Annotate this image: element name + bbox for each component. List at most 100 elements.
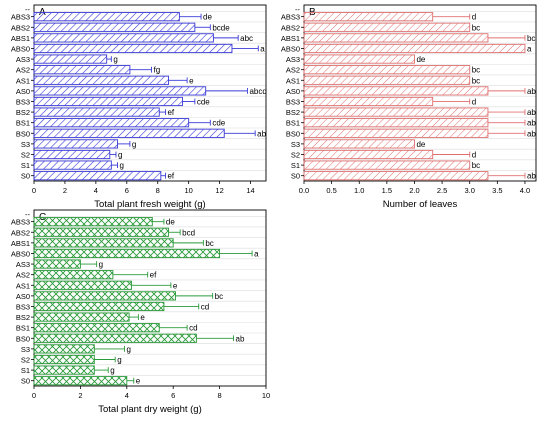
bar-bs0 [33, 128, 225, 138]
x-tick-label: 6 [125, 186, 129, 195]
bar-as3 [33, 54, 108, 64]
bar-bs3 [33, 96, 183, 107]
bar-bs2 [33, 107, 160, 117]
x-tick-label: 4.0 [520, 186, 530, 195]
bar-as0 [33, 291, 176, 301]
y-tick-label: AS1 [16, 281, 30, 290]
y-tick-label: S0 [21, 172, 30, 181]
y-tick-label: -- [25, 210, 30, 219]
x-tick-label: 4 [125, 391, 129, 400]
y-tick-label: -- [25, 5, 30, 14]
significance-label: g [113, 55, 117, 64]
significance-label: de [203, 13, 212, 22]
significance-label: bc [472, 76, 480, 85]
x-tick-label: 1.0 [354, 186, 364, 195]
bar-s3 [33, 139, 118, 149]
significance-label: g [99, 260, 103, 269]
y-tick-label: ABS2 [281, 23, 300, 32]
significance-label: ab [257, 129, 266, 138]
significance-label: e [140, 313, 145, 322]
y-tick-label: ABS3 [11, 13, 30, 22]
significance-label: a [527, 44, 532, 53]
chart-panel-a: A--deABS3bcdeABS2abcABS1aABS0gAS3fgAS2eA… [11, 4, 267, 210]
x-tick-label: 1.5 [382, 186, 392, 195]
y-tick-label: S3 [291, 140, 300, 149]
bar-as2 [33, 270, 114, 280]
x-tick-label: 3.0 [464, 186, 474, 195]
bar-bs3 [33, 301, 165, 312]
significance-label: g [120, 161, 124, 170]
significance-label: d [472, 13, 476, 22]
significance-label: ef [167, 172, 174, 181]
y-tick-label: BS0 [16, 129, 30, 138]
y-tick-label: AS3 [286, 55, 300, 64]
y-tick-label: S1 [291, 161, 300, 170]
bar-abs2 [33, 227, 170, 237]
x-tick-label: 2 [63, 186, 67, 195]
y-tick-label: -- [295, 5, 300, 14]
x-tick-label: 4 [94, 186, 98, 195]
significance-label: g [118, 150, 122, 159]
bar-s1 [303, 160, 471, 170]
y-tick-label: S2 [21, 355, 30, 364]
significance-label: ab [527, 119, 536, 128]
bar-bs1 [33, 323, 160, 333]
y-tick-label: BS1 [286, 119, 300, 128]
y-tick-label: AS3 [16, 55, 30, 64]
significance-label: e [173, 281, 178, 290]
y-tick-label: BS0 [286, 129, 300, 138]
x-tick-label: 6 [171, 391, 175, 400]
significance-label: bcd [182, 228, 195, 237]
bar-abs1 [33, 33, 214, 43]
bar-abs1 [303, 33, 489, 43]
significance-label: abcd [249, 87, 266, 96]
x-tick-label: 10 [262, 391, 270, 400]
significance-label: g [110, 366, 114, 375]
x-tick-label: 8 [156, 186, 160, 195]
bar-as1 [303, 75, 471, 85]
significance-label: cde [197, 97, 210, 106]
bar-abs2 [303, 22, 471, 32]
x-tick-label: 0 [32, 186, 36, 195]
bar-as1 [33, 280, 132, 290]
bar-as0 [303, 86, 489, 96]
significance-label: g [132, 140, 136, 149]
significance-label: fg [154, 66, 161, 75]
y-tick-label: S3 [21, 345, 30, 354]
significance-label: de [166, 218, 175, 227]
y-tick-label: BS3 [286, 97, 300, 106]
y-tick-label: AS0 [16, 292, 30, 301]
y-tick-label: S3 [21, 140, 30, 149]
bar-abs3 [33, 12, 180, 22]
x-tick-label: 3.5 [492, 186, 502, 195]
significance-label: ef [150, 271, 157, 280]
bar-as0 [33, 86, 207, 96]
significance-label: d [472, 150, 476, 159]
bar-as3 [33, 259, 81, 269]
y-tick-label: BS3 [16, 97, 30, 106]
bar-s0 [33, 376, 128, 386]
y-tick-label: ABS1 [11, 239, 30, 248]
x-tick-label: 0 [32, 391, 36, 400]
y-tick-label: BS1 [16, 324, 30, 333]
significance-label: bcde [212, 23, 230, 32]
y-tick-label: AS1 [286, 76, 300, 85]
significance-label: a [260, 44, 265, 53]
x-axis-label: Total plant fresh weight (g) [94, 199, 205, 210]
bar-bs1 [303, 118, 489, 128]
x-axis-label: Number of leaves [383, 199, 458, 210]
y-tick-label: S1 [21, 161, 30, 170]
significance-label: ab [527, 172, 536, 181]
bar-bs1 [33, 118, 190, 128]
x-tick-label: 14 [246, 186, 254, 195]
significance-label: bc [472, 23, 480, 32]
x-tick-label: 10 [184, 186, 192, 195]
bar-as1 [33, 75, 170, 85]
y-tick-label: BS1 [16, 119, 30, 128]
bar-s1 [33, 365, 95, 375]
y-tick-label: S0 [21, 377, 30, 386]
y-tick-label: AS1 [16, 76, 30, 85]
x-tick-label: 2 [78, 391, 82, 400]
bar-abs2 [33, 22, 196, 32]
y-tick-label: BS2 [286, 108, 300, 117]
